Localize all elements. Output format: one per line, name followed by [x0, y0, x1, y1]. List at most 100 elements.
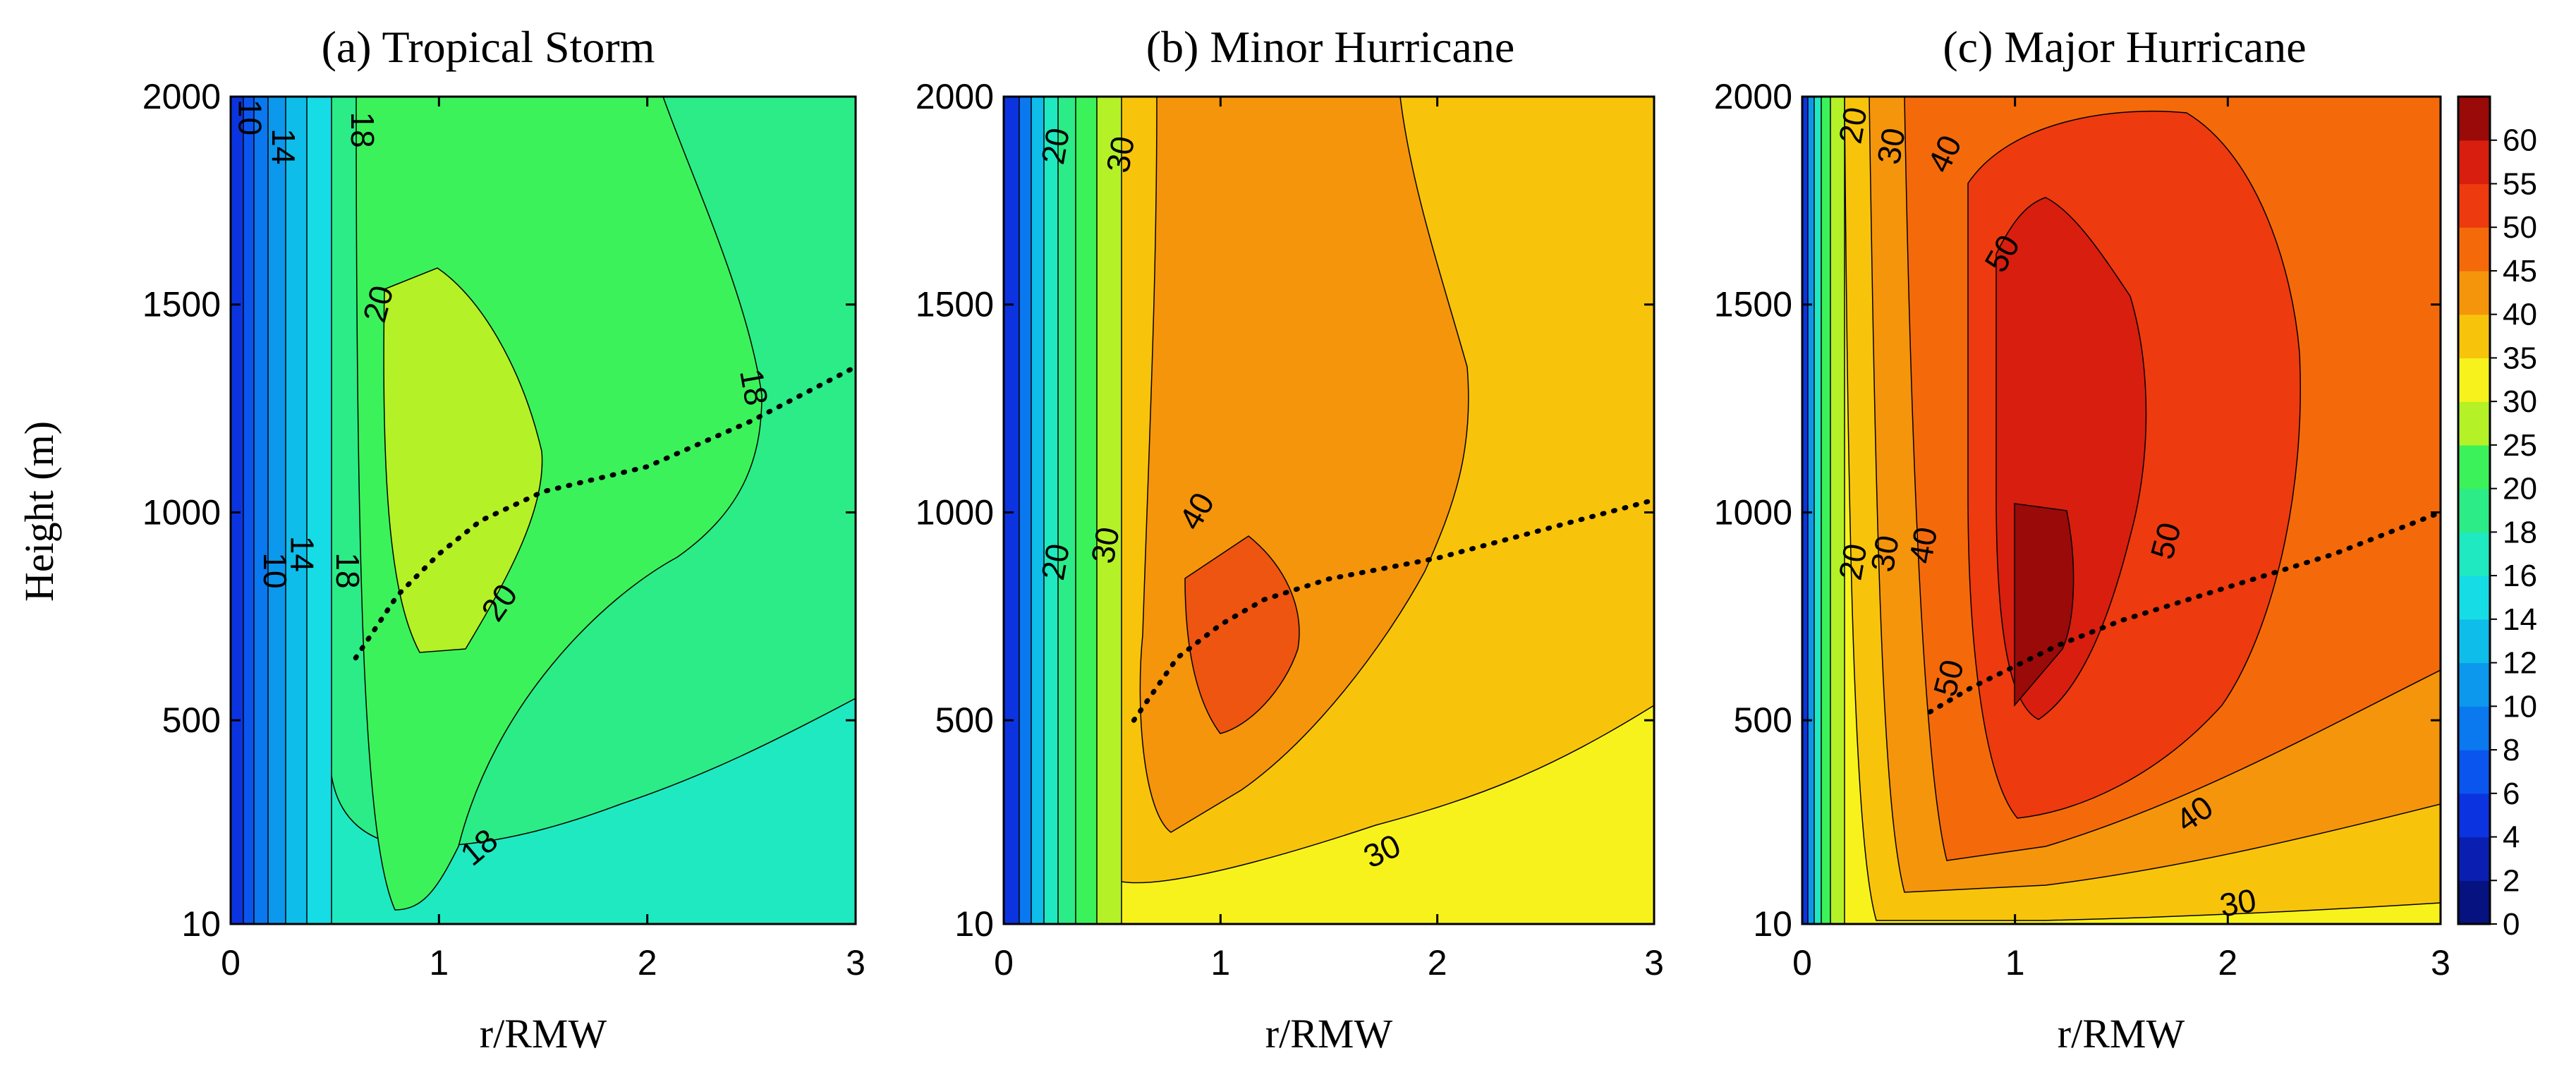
contour-label: 20	[1034, 125, 1076, 166]
contour-label: 30	[1864, 533, 1906, 574]
x-tick-label: 0	[221, 943, 241, 983]
colorbar-tick-label: 25	[2503, 428, 2537, 463]
colorbar-tick-label: 2	[2503, 863, 2520, 898]
colorbar-swatch	[2458, 401, 2490, 446]
y-tick-label: 1000	[1714, 492, 1792, 532]
colorbar-swatch	[2458, 576, 2490, 620]
contour-label: 20	[1832, 104, 1874, 146]
x-tick-label: 2	[638, 943, 657, 983]
y-tick-label: 10	[1753, 904, 1792, 944]
y-tick-label: 1000	[142, 492, 221, 532]
region-max-a	[383, 267, 543, 653]
contour-label: 18	[344, 112, 381, 148]
x-tick-label: 2	[2218, 943, 2237, 983]
y-tick-label: 1500	[1714, 285, 1792, 324]
contour-label: 30	[1099, 133, 1141, 175]
colorbar-swatch	[2458, 444, 2490, 490]
x-tick-label: 0	[994, 943, 1014, 983]
y-tick-label: 2000	[916, 77, 994, 116]
contour-label: 10	[231, 99, 268, 135]
colorbar-tick-label: 14	[2503, 602, 2537, 637]
x-tick-label: 3	[1644, 943, 1664, 983]
colorbar-swatch	[2458, 662, 2490, 707]
contour-label: 14	[265, 128, 302, 164]
colorbar-tick-label: 50	[2503, 210, 2537, 245]
contour-label: 30	[1084, 524, 1126, 566]
colorbar-swatch	[2458, 706, 2490, 750]
colorbar-tick-label: 30	[2503, 384, 2537, 419]
colorbar-swatch	[2458, 140, 2490, 185]
colorbar-tick-label: 35	[2503, 341, 2537, 375]
region-4	[231, 97, 243, 924]
colorbar-tick-label: 0	[2503, 907, 2520, 942]
contour-label: 30	[1870, 125, 1912, 166]
colorbar-swatch	[2458, 227, 2490, 272]
colorbar-tick-label: 16	[2503, 559, 2537, 593]
colorbar-tick-label: 10	[2503, 689, 2537, 724]
colorbar-tick-label: 18	[2503, 515, 2537, 549]
contour-label: 18	[733, 366, 775, 408]
colorbar-swatch	[2458, 97, 2490, 141]
x-axis-label: r/RMW	[2058, 1011, 2185, 1057]
contour-label: 14	[284, 536, 320, 572]
contour-label: 18	[329, 552, 366, 588]
region-max-b	[1184, 535, 1300, 734]
colorbar-swatch	[2458, 532, 2490, 576]
colorbar: 0 2 4 6 8 10 12 14 16 18 20 25 30 35 40 45 50 55 60	[2457, 95, 2537, 942]
colorbar-tick-label: 6	[2503, 777, 2520, 811]
rmw-height-line	[1131, 497, 1654, 723]
colorbar-swatch	[2458, 270, 2490, 315]
plot-frame	[1002, 95, 1655, 925]
contour-label: 30	[2217, 882, 2259, 924]
colorbar-tick-label: 8	[2503, 733, 2520, 767]
colorbar-tick-label: 40	[2503, 298, 2537, 332]
colorbar-swatch	[2458, 880, 2490, 925]
colorbar-tick-label: 45	[2503, 254, 2537, 288]
colorbar-tick-label: 20	[2503, 472, 2537, 506]
contour-lines	[243, 97, 332, 924]
colorbar-tick-label: 4	[2503, 820, 2520, 855]
panel-title: (c) Major Hurricane	[1943, 22, 2306, 72]
x-tick-label: 2	[1428, 943, 1447, 983]
y-tick-label: 500	[1734, 700, 1792, 740]
y-tick-label: 10	[954, 904, 994, 944]
y-tick-label: 500	[935, 700, 994, 740]
panel-title: (b) Minor Hurricane	[1146, 22, 1514, 72]
contour-label: 20	[1034, 541, 1076, 583]
contour-label: 20	[1832, 541, 1874, 583]
x-tick-label: 3	[2431, 943, 2450, 983]
x-tick-label: 1	[429, 943, 449, 983]
x-axis-label: r/RMW	[1265, 1011, 1393, 1057]
panel-title: (a) Tropical Storm	[322, 22, 655, 72]
y-tick-label: 2000	[1714, 77, 1792, 116]
colorbar-swatch	[2458, 837, 2490, 881]
region-4	[1004, 97, 1019, 924]
contour-label: 10	[257, 552, 293, 588]
colorbar-swatch	[2458, 793, 2490, 838]
colorbar-swatch	[2458, 619, 2490, 664]
contour-label: 40	[1902, 524, 1944, 566]
colorbar-swatch	[2458, 750, 2490, 794]
contour-lines	[1019, 97, 1122, 924]
x-tick-label: 1	[1210, 943, 1230, 983]
plot-frame	[1801, 95, 2442, 925]
y-axis-label: Height (m)	[16, 421, 62, 602]
x-tick-label: 1	[2005, 943, 2025, 983]
colorbar-tick-label: 60	[2503, 123, 2537, 158]
colorbar-swatch	[2458, 488, 2490, 533]
x-tick-label: 0	[1792, 943, 1812, 983]
y-tick-label: 1500	[142, 285, 221, 324]
x-axis-label: r/RMW	[480, 1011, 607, 1057]
plot-frame	[229, 95, 857, 925]
colorbar-tick-label: 55	[2503, 166, 2537, 201]
y-tick-label: 10	[181, 904, 221, 944]
rmw-height-line	[1927, 509, 2441, 715]
y-tick-label: 1000	[916, 492, 994, 532]
region-max-c	[2014, 503, 2074, 707]
colorbar-swatch	[2458, 183, 2490, 228]
colorbar-tick-label: 12	[2503, 646, 2537, 681]
y-tick-label: 2000	[142, 77, 221, 116]
